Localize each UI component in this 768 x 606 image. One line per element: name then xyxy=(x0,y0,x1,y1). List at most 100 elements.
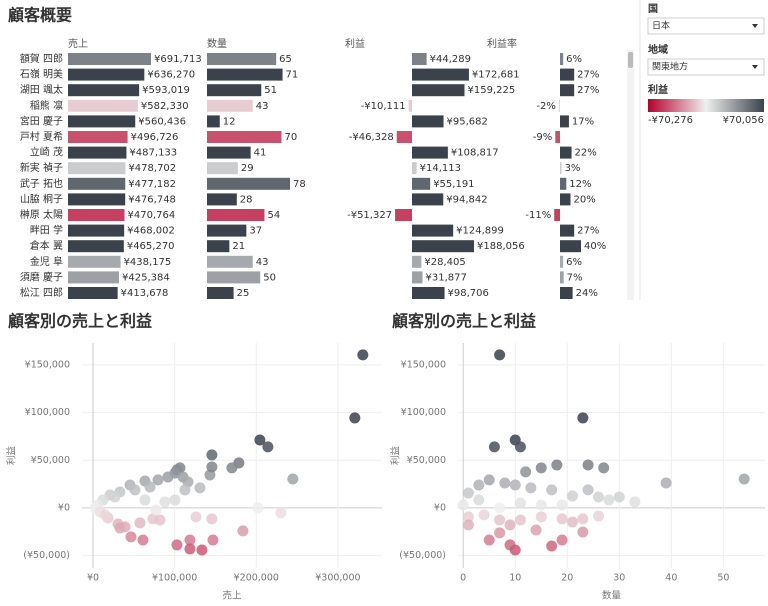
y-tick-label: (¥50,000) xyxy=(23,550,70,561)
value-label: ¥159,225 xyxy=(467,85,515,96)
value-label: -9% xyxy=(533,132,552,143)
bar xyxy=(554,209,560,221)
bar xyxy=(412,68,469,81)
point xyxy=(171,539,183,551)
scrollbar-track[interactable] xyxy=(627,50,634,300)
bar xyxy=(207,99,253,112)
value-label: 6% xyxy=(566,54,582,65)
bar xyxy=(68,53,151,65)
value-label: 51 xyxy=(264,85,277,96)
value-label: 27% xyxy=(577,70,599,81)
value-label: -¥46,328 xyxy=(349,132,394,143)
value-label: -11% xyxy=(525,210,551,221)
bar xyxy=(68,177,126,190)
bar xyxy=(560,68,575,81)
value-label: 71 xyxy=(286,70,299,81)
value-label: ¥14,113 xyxy=(420,163,461,174)
row-label: 山脇 桐子 xyxy=(20,192,63,205)
value-label: ¥425,384 xyxy=(122,272,170,283)
value-label: 50 xyxy=(263,272,276,283)
dropdown[interactable]: 日本 xyxy=(647,17,765,35)
value-label: 27% xyxy=(577,226,599,237)
bar xyxy=(68,131,128,143)
point xyxy=(535,462,547,474)
point xyxy=(473,494,485,506)
row-label: 武子 拓也 xyxy=(20,177,63,190)
bar xyxy=(408,99,412,112)
point xyxy=(556,499,568,511)
value-label: 54 xyxy=(267,210,280,221)
y-tick-label: ¥50,000 xyxy=(407,455,446,466)
point xyxy=(462,519,474,531)
bar xyxy=(396,131,412,143)
bar xyxy=(68,209,125,221)
point xyxy=(129,484,141,496)
point xyxy=(494,527,506,539)
value-label: -2% xyxy=(536,101,555,112)
point xyxy=(577,513,589,525)
point xyxy=(287,473,299,485)
value-label: ¥476,748 xyxy=(128,194,176,205)
bar xyxy=(555,131,560,143)
point xyxy=(582,484,594,496)
point xyxy=(109,491,121,503)
dropdown[interactable]: 関東地方 xyxy=(647,58,765,76)
bar xyxy=(68,193,126,206)
point xyxy=(514,514,526,526)
dropdown-value: 日本 xyxy=(652,20,670,32)
value-label: 40% xyxy=(584,241,606,252)
bar xyxy=(412,287,445,299)
value-label: 25 xyxy=(237,288,250,299)
value-label: -¥51,327 xyxy=(347,210,392,221)
bar xyxy=(412,177,431,190)
value-label: ¥691,713 xyxy=(154,54,202,65)
bar xyxy=(68,271,120,284)
point xyxy=(137,534,149,546)
point xyxy=(184,543,196,555)
value-label: 28 xyxy=(240,194,253,205)
column-header: 数量 xyxy=(207,37,227,50)
value-label: 29 xyxy=(241,163,254,174)
value-label: ¥465,270 xyxy=(127,241,175,252)
bar xyxy=(207,131,282,143)
point xyxy=(738,473,750,485)
point xyxy=(184,534,196,546)
point xyxy=(162,471,174,483)
bar xyxy=(207,209,265,221)
bar xyxy=(68,99,138,112)
row-label: 畔田 学 xyxy=(30,224,63,237)
point xyxy=(483,534,495,546)
bar xyxy=(207,53,277,65)
legend-title: 利益 xyxy=(648,83,668,96)
bar xyxy=(560,53,564,65)
point xyxy=(494,514,506,526)
scrollbar-thumb[interactable] xyxy=(628,52,633,68)
point xyxy=(535,511,547,523)
bar xyxy=(207,177,290,190)
value-label: 78 xyxy=(293,179,306,190)
bar xyxy=(412,240,474,253)
x-tick-label: ¥300,000 xyxy=(315,573,360,584)
point xyxy=(190,511,202,523)
x-tick-label: 20 xyxy=(561,573,573,584)
point xyxy=(613,491,625,503)
row-label: 稲熊 凛 xyxy=(30,99,63,112)
point xyxy=(530,524,542,536)
point xyxy=(499,477,511,489)
bar xyxy=(560,240,581,253)
row-label: 湖田 颯太 xyxy=(20,83,63,96)
point xyxy=(152,474,164,486)
point xyxy=(592,491,604,503)
x-tick-label: ¥200,000 xyxy=(234,573,279,584)
point xyxy=(556,513,568,525)
y-tick-label: ¥100,000 xyxy=(25,407,70,418)
value-label: ¥172,681 xyxy=(472,70,520,81)
point xyxy=(357,349,369,361)
value-label: -¥10,111 xyxy=(361,101,406,112)
point xyxy=(509,544,521,556)
bar xyxy=(68,255,121,268)
point xyxy=(254,434,266,446)
x-axis-label: 売上 xyxy=(222,590,242,602)
row-label: 新実 禎子 xyxy=(20,161,63,174)
value-label: ¥188,056 xyxy=(477,241,525,252)
